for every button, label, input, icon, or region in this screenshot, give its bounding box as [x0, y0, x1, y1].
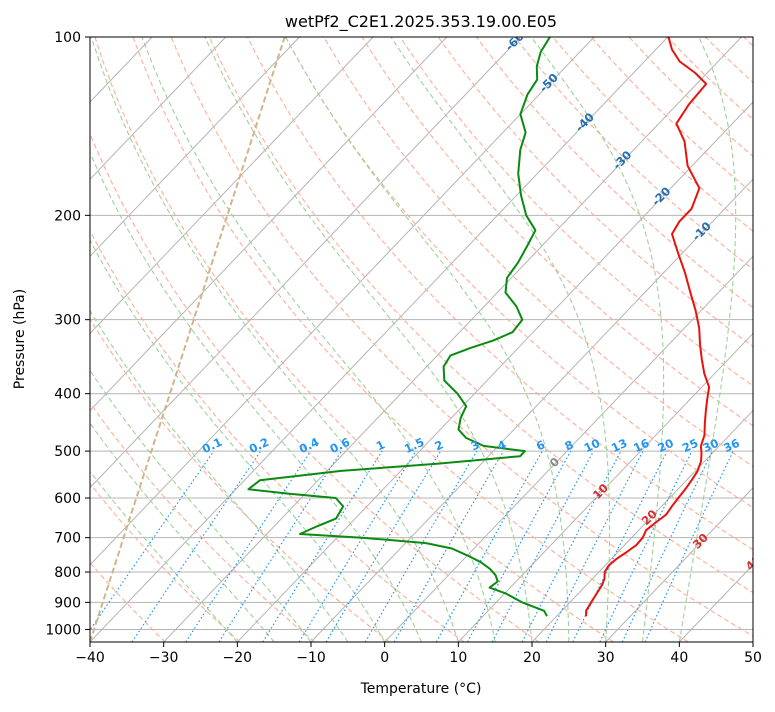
y-tick-label: 100	[54, 30, 81, 46]
y-tick-label: 400	[54, 387, 81, 403]
x-tick-label: 0	[380, 650, 389, 666]
x-tick-label: −20	[223, 650, 253, 666]
x-tick-label: 40	[670, 650, 688, 666]
x-tick-label: 30	[597, 650, 615, 666]
x-tick-label: 20	[523, 650, 541, 666]
y-tick-label: 900	[54, 595, 81, 611]
x-tick-label: −10	[296, 650, 326, 666]
x-tick-label: 10	[449, 650, 467, 666]
y-tick-label: 1000	[45, 622, 81, 638]
y-tick-label: 500	[54, 444, 81, 460]
x-tick-label: −30	[149, 650, 179, 666]
y-axis-label: Pressure (hPa)	[12, 289, 28, 389]
chart-title: wetPf2_C2E1.2025.353.19.00.E05	[285, 12, 557, 32]
x-axis-label: Temperature (°C)	[360, 681, 482, 697]
y-tick-label: 600	[54, 491, 81, 507]
x-tick-label: 50	[744, 650, 762, 666]
y-tick-label: 800	[54, 565, 81, 581]
x-tick-label: −40	[75, 650, 105, 666]
y-tick-label: 200	[54, 208, 81, 224]
y-tick-label: 700	[54, 531, 81, 547]
y-tick-label: 300	[54, 313, 81, 329]
